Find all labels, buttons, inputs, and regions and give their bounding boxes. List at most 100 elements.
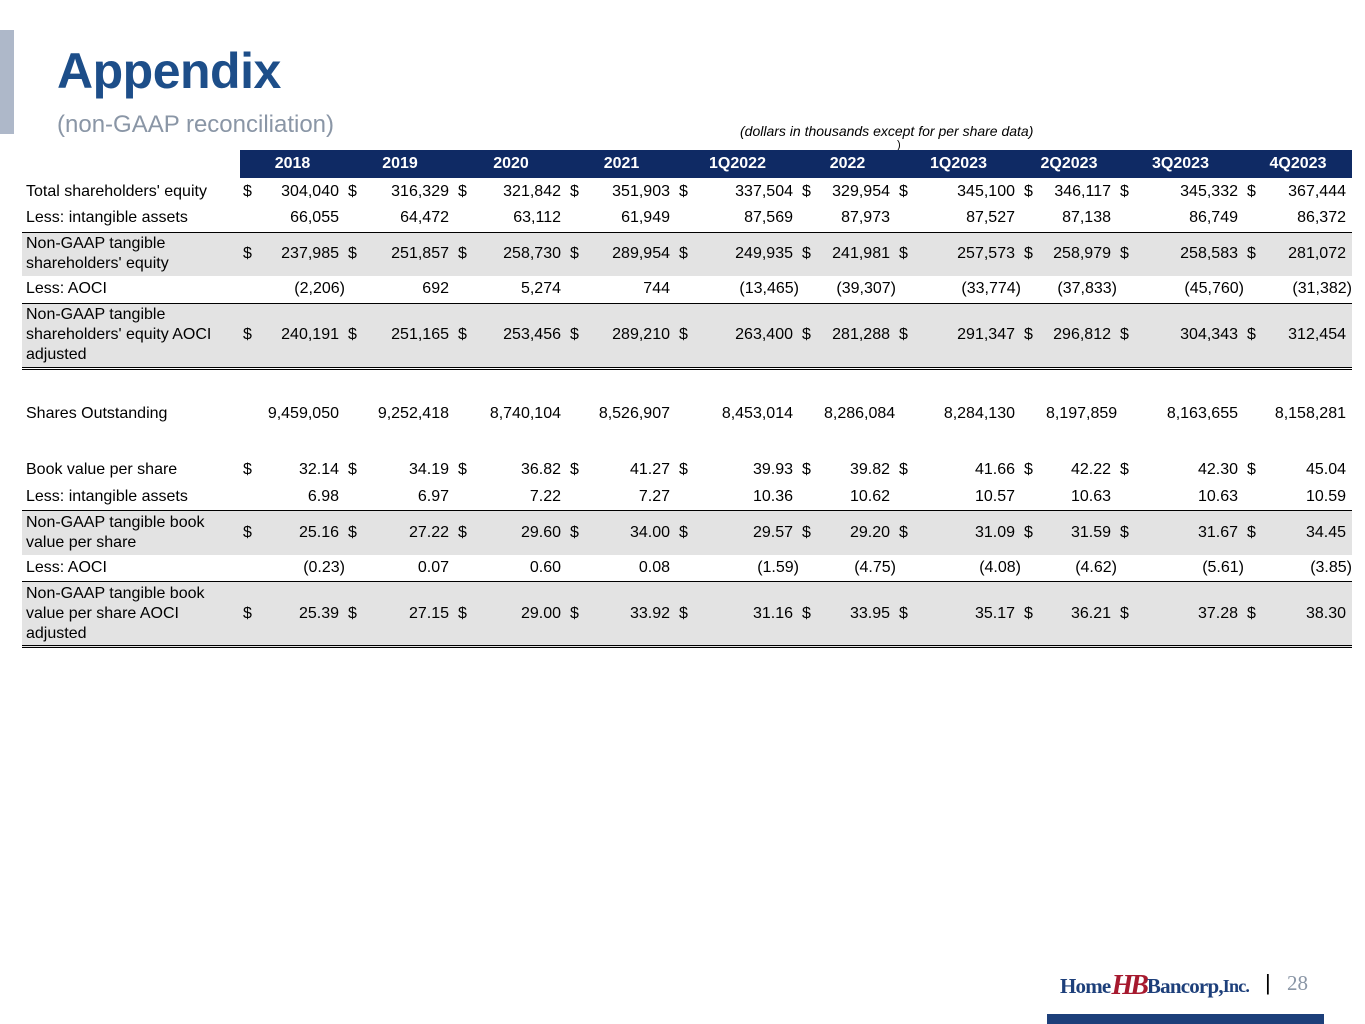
value-cell: 34.19: [408, 461, 449, 478]
currency-symbol: $: [1117, 581, 1137, 648]
currency-symbol: $: [1024, 182, 1033, 200]
row-less-intangible-assets: Less: intangible assets 66,055 64,472 63,11…: [22, 205, 1352, 232]
spacer-cell: [22, 440, 1352, 457]
page-subtitle: (non-GAAP reconciliation): [57, 111, 335, 138]
value-cell: (3.85): [1310, 558, 1352, 576]
currency-symbol: [345, 276, 365, 303]
value-cell: (33,774): [961, 280, 1021, 298]
value-cell: 8,286,084: [824, 404, 896, 422]
currency-symbol: [1244, 555, 1264, 582]
value-cell: 29.60: [475, 510, 567, 555]
row-label: Book value per share: [26, 461, 178, 478]
value-cell: 7.22: [529, 487, 561, 505]
row-tangible-book-value-aoci-adjusted: Non-GAAP tangible book value per share A…: [22, 581, 1352, 648]
currency-symbol: $: [899, 461, 908, 478]
value-cell: 87,569: [744, 209, 793, 227]
currency-symbol: $: [455, 510, 475, 555]
value-cell: 9,459,050: [267, 404, 339, 422]
currency-symbol: $: [455, 231, 475, 276]
currency-symbol: $: [345, 581, 365, 648]
value-cell: 316,329: [391, 182, 449, 200]
value-cell: 10.63: [1197, 487, 1238, 505]
company-logo: Home HB Bancorp, Inc.: [1060, 968, 1250, 1004]
column-header: 3Q2023: [1117, 150, 1244, 178]
reconciliation-table: 2018 2019 2020 2021 1Q2022 2022 1Q2023 2…: [22, 150, 1352, 648]
value-cell: 34.45: [1264, 510, 1352, 555]
row-label: Non-GAAP tangible shareholders' equity: [22, 231, 240, 276]
value-cell: 86,372: [1297, 209, 1346, 227]
footer-bar: [1047, 1014, 1324, 1024]
value-cell: 258,730: [475, 231, 567, 276]
units-note: (dollars in thousands except for per sha…: [740, 123, 1034, 139]
value-cell: 39.82: [849, 461, 890, 478]
currency-symbol: $: [896, 231, 916, 276]
value-cell: 312,454: [1264, 302, 1352, 370]
value-cell: 240,191: [260, 302, 345, 370]
value-cell: 692: [422, 280, 449, 298]
currency-symbol: $: [676, 510, 696, 555]
currency-symbol: [799, 205, 819, 232]
currency-symbol: [240, 484, 260, 511]
value-cell: 258,583: [1137, 231, 1244, 276]
currency-symbol: [1117, 388, 1137, 440]
value-cell: 237,985: [260, 231, 345, 276]
row-label: Less: intangible assets: [26, 209, 188, 227]
value-cell: 10.62: [849, 487, 890, 505]
currency-symbol: $: [1247, 182, 1256, 200]
value-cell: 31.67: [1137, 510, 1244, 555]
currency-symbol: $: [240, 510, 260, 555]
currency-symbol: [1244, 276, 1264, 303]
row-tangible-equity-aoci-adjusted: Non-GAAP tangible shareholders' equity A…: [22, 302, 1352, 370]
value-cell: 87,527: [966, 209, 1015, 227]
currency-symbol: $: [1021, 581, 1041, 648]
value-cell: 27.15: [365, 581, 455, 648]
value-cell: 345,100: [957, 182, 1015, 200]
column-header: 2021: [567, 150, 676, 178]
currency-symbol: [240, 205, 260, 232]
currency-symbol: $: [240, 231, 260, 276]
row-tangible-book-value-per-share: Non-GAAP tangible book value per share $2…: [22, 510, 1352, 555]
currency-symbol: [1021, 555, 1041, 582]
value-cell: (4.75): [854, 558, 896, 576]
value-cell: 321,842: [503, 182, 561, 200]
value-cell: 10.59: [1305, 487, 1346, 505]
page-title: Appendix: [57, 43, 281, 99]
currency-symbol: [455, 555, 475, 582]
value-cell: 86,749: [1189, 209, 1238, 227]
currency-symbol: $: [896, 510, 916, 555]
row-label: Less: intangible assets: [26, 487, 188, 505]
currency-symbol: [567, 555, 587, 582]
currency-symbol: $: [1024, 461, 1033, 478]
currency-symbol: $: [799, 302, 819, 370]
value-cell: 37.28: [1137, 581, 1244, 648]
column-header: 2019: [345, 150, 455, 178]
currency-symbol: [1117, 555, 1137, 582]
currency-symbol: [1021, 276, 1041, 303]
row-less-aoci-per-share: Less: AOCI (0.23) 0.07 0.60 0.08 (1.59) (4.75)…: [22, 555, 1352, 582]
currency-symbol: [1117, 276, 1137, 303]
currency-symbol: [1244, 484, 1264, 511]
value-cell: 8,197,859: [1046, 404, 1118, 422]
value-cell: 36.82: [520, 461, 561, 478]
currency-symbol: [896, 388, 916, 440]
spacer-row: [22, 440, 1352, 457]
value-cell: 6.97: [417, 487, 449, 505]
currency-symbol: [799, 484, 819, 511]
value-cell: 291,347: [916, 302, 1021, 370]
value-cell: 8,740,104: [489, 404, 561, 422]
currency-symbol: [567, 388, 587, 440]
value-cell: 25.39: [260, 581, 345, 648]
currency-symbol: $: [240, 302, 260, 370]
currency-symbol: [455, 205, 475, 232]
currency-symbol: [345, 555, 365, 582]
header-blank: [22, 150, 240, 178]
value-cell: 744: [643, 280, 670, 298]
value-cell: 9,252,418: [377, 404, 449, 422]
value-cell: 8,163,655: [1166, 404, 1238, 422]
value-cell: 251,857: [365, 231, 455, 276]
value-cell: 29.20: [819, 510, 896, 555]
row-total-shareholders-equity: Total shareholders' equity $304,040 $316,3…: [22, 178, 1352, 205]
value-cell: 31.59: [1041, 510, 1117, 555]
currency-symbol: $: [1247, 461, 1256, 478]
value-cell: 0.07: [417, 558, 449, 576]
